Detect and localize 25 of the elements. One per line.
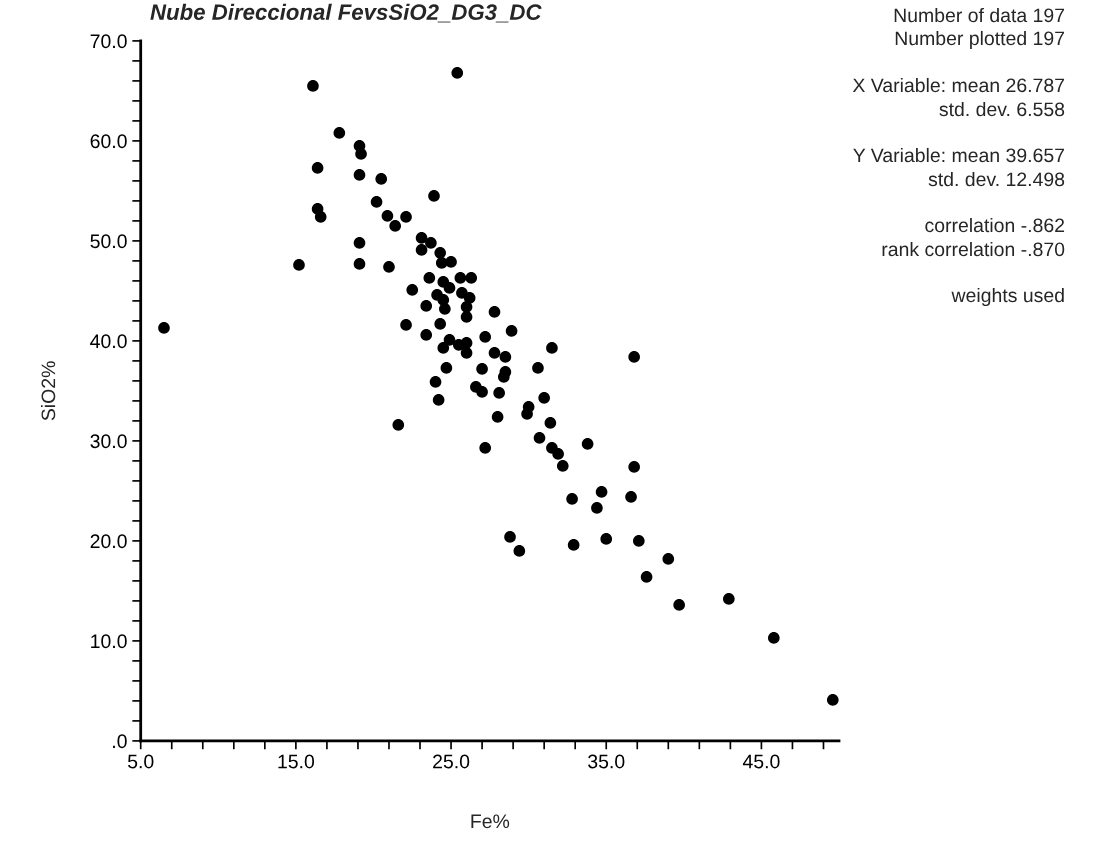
x-axis-title: Fe%	[471, 814, 510, 829]
text: rank correlation -.870	[882, 241, 1065, 257]
text: std. dev. 12.498	[928, 171, 1065, 187]
y-tick-label: .0	[113, 734, 127, 749]
y-tick-label: 20.0	[90, 534, 127, 549]
y-axis-title: SiO2%	[40, 361, 56, 421]
y-tick-label: 60.0	[90, 134, 127, 149]
text: Number plotted 197	[895, 30, 1065, 50]
text: Y Variable: mean 39.657	[853, 147, 1065, 163]
x-tick-label: 15.0	[278, 754, 315, 769]
text: weights used	[951, 287, 1064, 307]
y-tick-label: 30.0	[90, 434, 127, 449]
text: Number of data 197	[894, 7, 1065, 23]
y-tick-label: 10.0	[91, 634, 127, 649]
y-tick-label: 40.0	[90, 334, 127, 349]
text: std. dev. 6.558	[939, 101, 1065, 117]
y-tick-label: 70.0	[90, 34, 127, 49]
text: X Variable: mean 26.787	[852, 77, 1065, 93]
chart-title: Nube Direccional FevsSiO2_DG3_DC	[150, 3, 542, 23]
x-tick-label: 45.0	[742, 754, 780, 769]
x-tick-label: 5.0	[127, 754, 154, 769]
y-tick-label: 50.0	[90, 234, 127, 249]
x-tick-label: 25.0	[433, 754, 470, 769]
x-tick-label: 35.0	[588, 754, 625, 769]
text: correlation -.862	[925, 217, 1065, 233]
